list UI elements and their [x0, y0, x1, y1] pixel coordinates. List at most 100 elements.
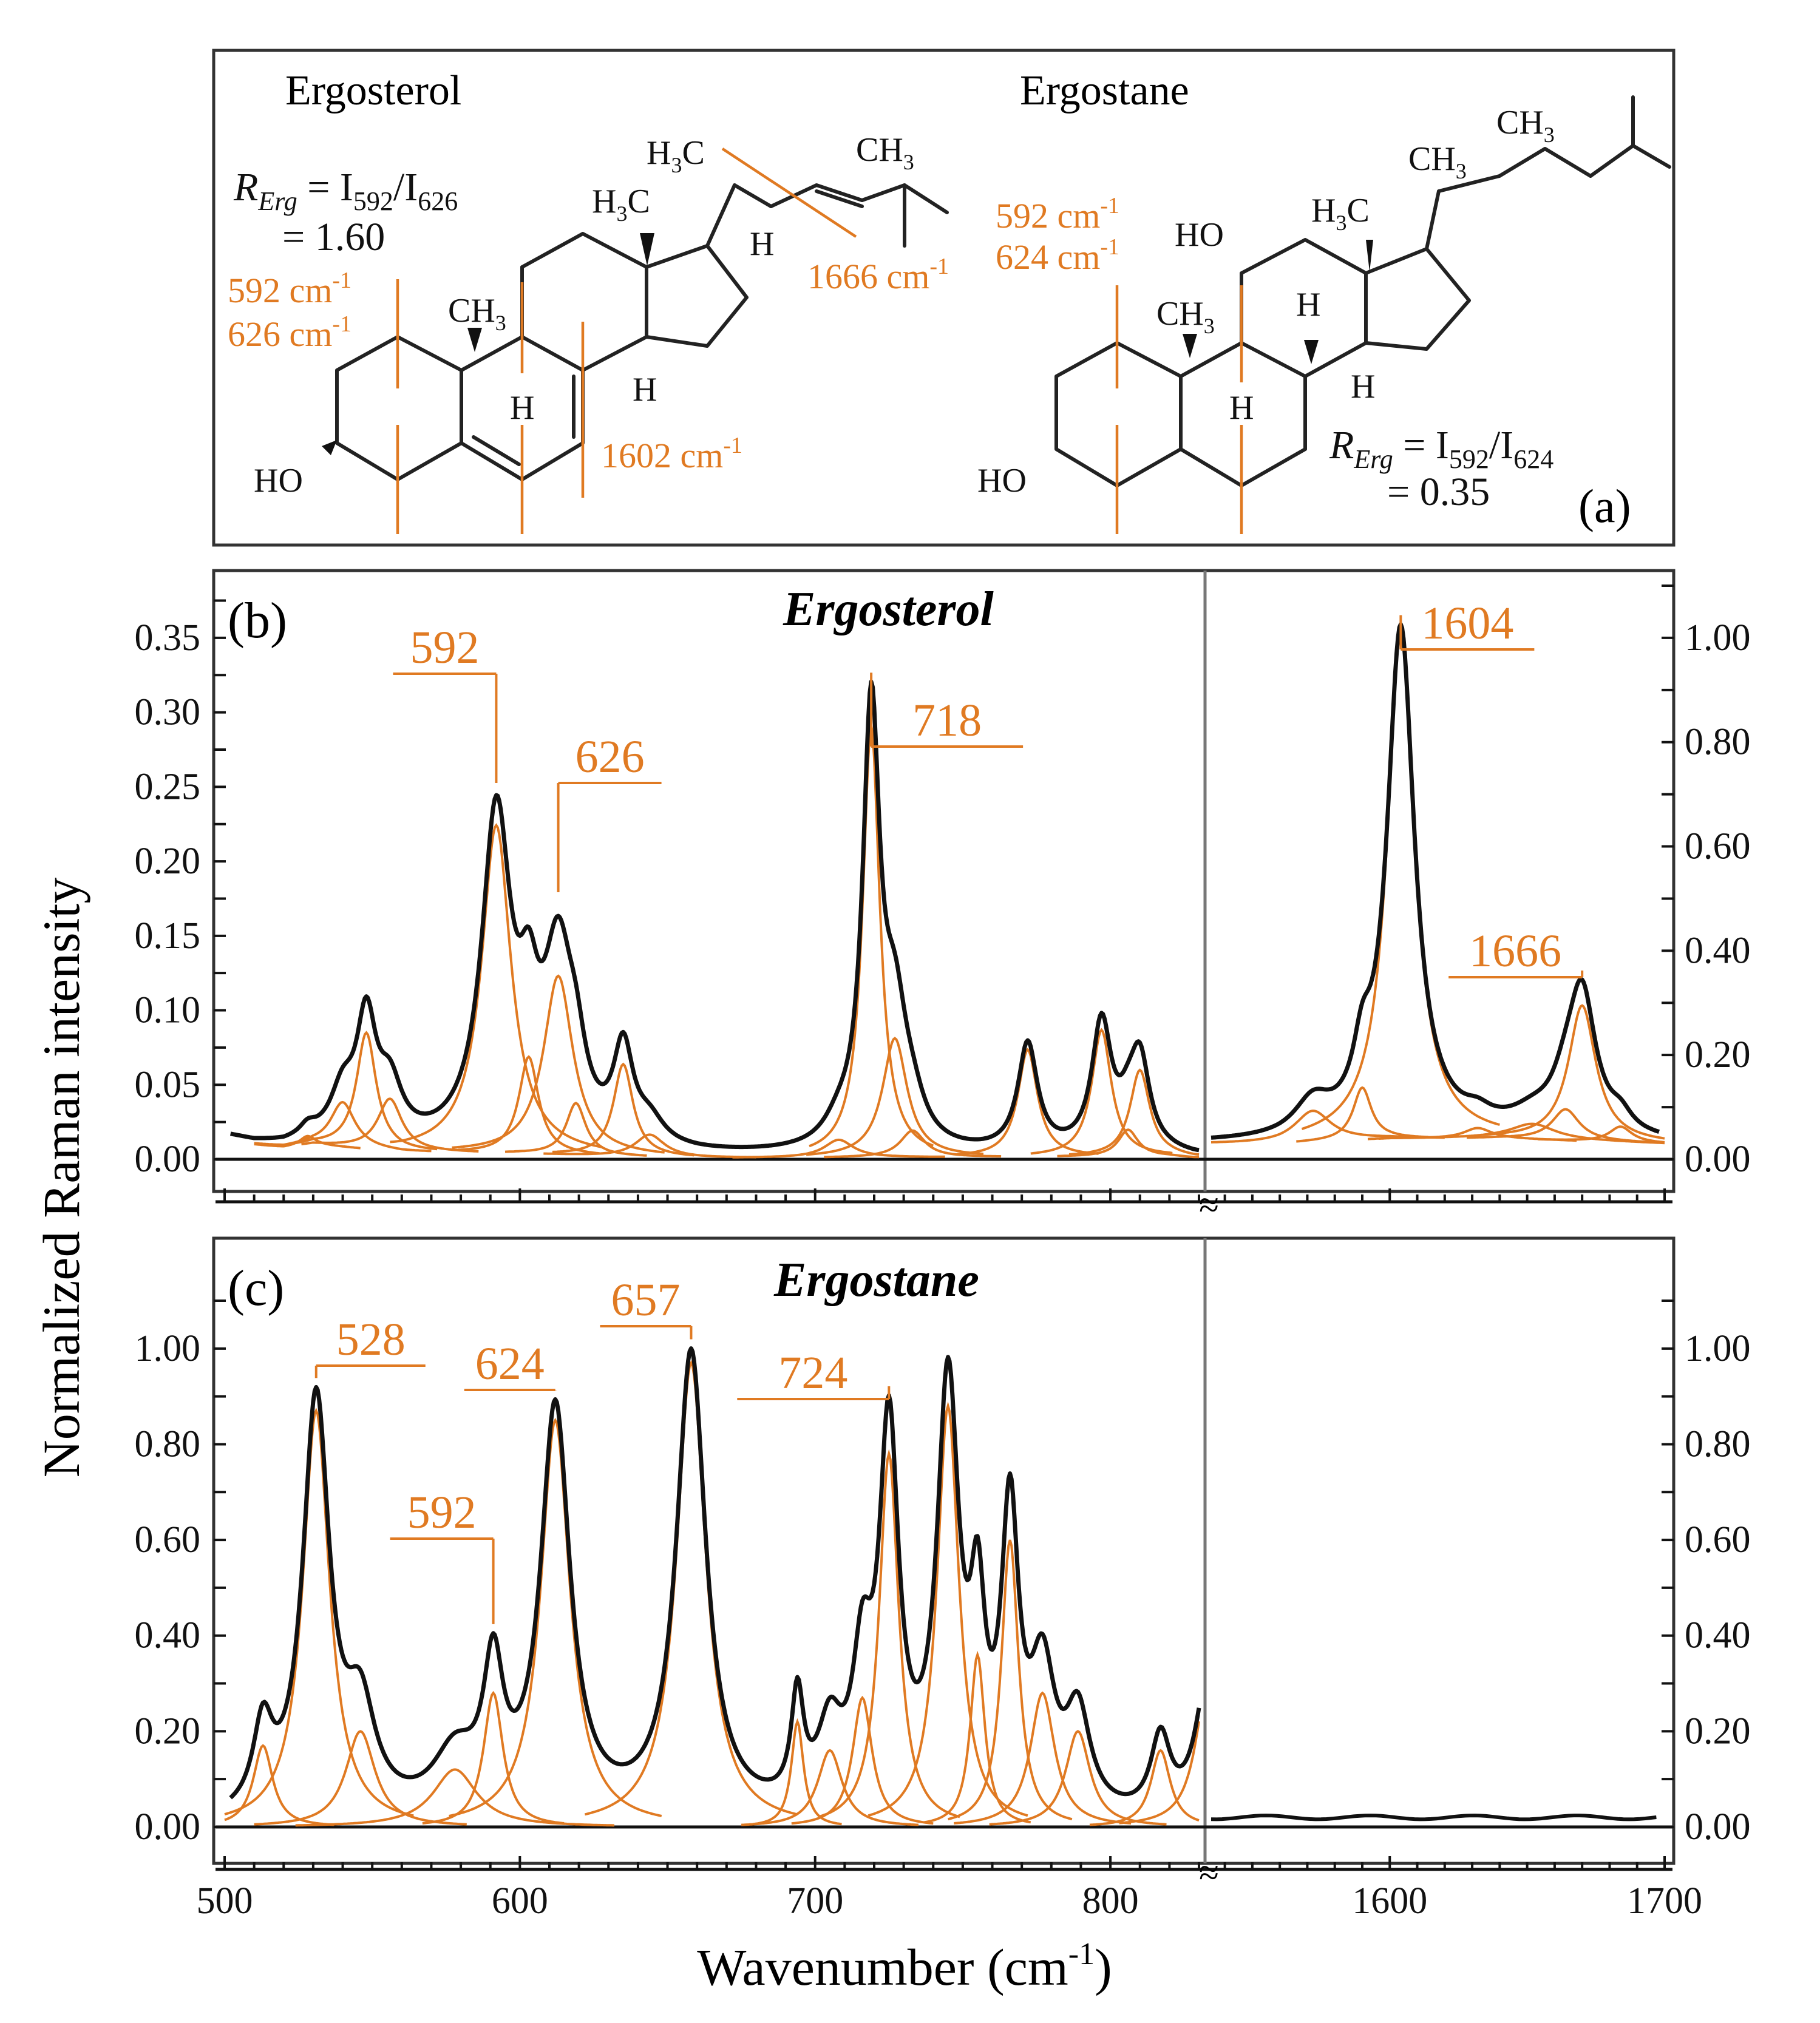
svg-text:H: H: [1296, 286, 1320, 324]
x-tick-label: 600: [492, 1880, 548, 1922]
panel-c-y-tick-label-right: 0.40: [1685, 1615, 1751, 1656]
fit-component: [957, 1048, 1099, 1156]
panel-b-y-tick-label-right: 0.20: [1685, 1034, 1751, 1076]
panel-c: (c) Ergostane ≈0.00 0.20 0.40 0.60 0.80 1.00 0…: [135, 1236, 1751, 1922]
fit-component: [809, 725, 934, 1148]
annotation-label-592: 592: [407, 1487, 477, 1538]
spectrum-line-low: [229, 679, 1200, 1153]
panel-c-title: Ergostane: [773, 1253, 979, 1307]
annotation-label-718: 718: [912, 695, 982, 746]
ergostane-ratio-value: = 0.35: [1387, 470, 1490, 514]
panel-b-y-tick-label-right: 0.80: [1685, 722, 1751, 763]
panel-c-y-tick-label-left: 0.40: [135, 1615, 201, 1656]
fit-component: [1119, 1721, 1200, 1825]
panel-c-y-tick-label-left: 0.80: [135, 1423, 201, 1465]
fit-component: [791, 1695, 934, 1825]
svg-text:H: H: [1351, 368, 1375, 405]
panel-c-frame: [212, 1236, 1676, 1865]
svg-text:CH3: CH3: [448, 292, 506, 335]
panel-b-y-tick-label-right: 0.40: [1685, 930, 1751, 971]
fit-component: [954, 1691, 1132, 1825]
ergostane-ratio: RErg = I592/I624: [1329, 423, 1553, 474]
fit-component: [1057, 1128, 1200, 1159]
panel-c-y-tick-label-right: 0.80: [1685, 1423, 1751, 1465]
ergostane-structure: HO CH3 HO H3C CH3 CH3 H H H: [977, 95, 1671, 534]
ergosterol-structure: HO CH3 H3C H3C CH3 H H H: [254, 131, 949, 534]
svg-text:CH3: CH3: [1156, 295, 1215, 338]
annotation-label-626: 626: [576, 731, 645, 782]
panel-b-y-tick-label-left: 0.05: [135, 1064, 201, 1105]
ergosterol-band-1666: 1666 cm-1: [807, 254, 949, 296]
panel-b-y-tick-label-left: 0.35: [135, 617, 201, 659]
svg-text:H: H: [510, 389, 534, 427]
svg-text:H3C: H3C: [1311, 192, 1370, 235]
ergostane-name: Ergostane: [1020, 67, 1189, 114]
annotation-label-657: 657: [611, 1275, 680, 1326]
fit-component: [1538, 1125, 1665, 1144]
fit-component: [753, 1718, 842, 1826]
svg-text:H3C: H3C: [592, 183, 650, 226]
spectrum-line-high: [1211, 1814, 1657, 1821]
fit-component: [732, 1138, 945, 1159]
fit-component: [806, 1037, 984, 1156]
panel-b-y-tick-label-left: 0.00: [135, 1139, 201, 1180]
fit-component: [1483, 1004, 1665, 1140]
svg-text:CH3: CH3: [1496, 104, 1555, 147]
fit-component: [422, 1690, 565, 1825]
ergostane-band-592: 592 cm-1: [996, 193, 1119, 236]
panel-c-y-tick-label-left: 0.00: [135, 1806, 201, 1848]
spectrum-line-high: [1210, 622, 1660, 1140]
panel-c-y-tick-label-right: 0.00: [1685, 1806, 1751, 1848]
panel-b-y-tick-label-left: 0.10: [135, 990, 201, 1031]
fit-component: [1068, 1068, 1200, 1156]
fit-component: [390, 823, 603, 1149]
panel-b-y-tick-label-left: 0.20: [135, 841, 201, 882]
panel-c-axis-break-mark: ≈: [1199, 1852, 1219, 1893]
panel-b-y-tick-label-left: 0.30: [135, 692, 201, 733]
panel-c-y-tick-label-right: 0.60: [1685, 1519, 1751, 1560]
svg-text:H: H: [633, 371, 657, 408]
x-tick-label: 1600: [1352, 1880, 1427, 1922]
fit-component: [504, 1102, 647, 1157]
fit-component: [1089, 1749, 1200, 1826]
y-axis-label: Normalized Raman intensity: [32, 878, 90, 1478]
ergosterol-band-592: 592 cm-1: [228, 268, 351, 310]
panel-c-y-tick-label-right: 0.20: [1685, 1710, 1751, 1752]
panel-c-y-tick-label-left: 0.20: [135, 1710, 201, 1752]
ergosterol-ratio: RErg = I592/I626: [233, 165, 458, 216]
x-tick-label: 1700: [1627, 1880, 1702, 1922]
ergosterol-name: Ergosterol: [285, 67, 461, 114]
svg-text:H: H: [1229, 389, 1254, 427]
panel-a: Ergosterol Ergostane RErg = I592/I626 = …: [212, 49, 1676, 547]
panel-c-label: (c): [228, 1260, 284, 1316]
x-tick-label: 700: [787, 1880, 843, 1922]
svg-text:CH3: CH3: [1408, 140, 1467, 183]
fit-component: [1301, 629, 1500, 1130]
fit-component: [224, 1408, 414, 1817]
annotation-label-1604: 1604: [1421, 598, 1513, 649]
svg-text:H3C: H3C: [647, 134, 705, 177]
fit-component: [824, 1129, 1002, 1159]
panel-c-y-tick-label-right: 1.00: [1685, 1328, 1751, 1369]
annotation-label-724: 724: [778, 1347, 847, 1398]
fit-component: [1296, 1086, 1428, 1143]
fit-component: [1367, 1122, 1665, 1145]
fit-component: [818, 1449, 960, 1818]
panel-b-label: (b): [228, 592, 287, 649]
svg-text:HO: HO: [977, 462, 1027, 500]
ergosterol-band-1602: 1602 cm-1: [601, 433, 742, 475]
fit-component: [301, 1097, 479, 1153]
x-tick-label: 800: [1082, 1880, 1139, 1922]
fit-component: [584, 1360, 798, 1816]
annotation-label-528: 528: [336, 1314, 406, 1365]
fit-component: [868, 1401, 1028, 1817]
spectrum-line-low: [229, 1346, 1201, 1800]
fit-component: [543, 1133, 756, 1159]
svg-text:CH3: CH3: [856, 131, 914, 174]
svg-text:H: H: [750, 225, 774, 263]
fit-component: [948, 1539, 1073, 1821]
fit-component: [254, 1100, 432, 1153]
panel-b-title: Ergosterol: [783, 583, 994, 636]
panel-b-y-tick-label-left: 0.15: [135, 915, 201, 957]
